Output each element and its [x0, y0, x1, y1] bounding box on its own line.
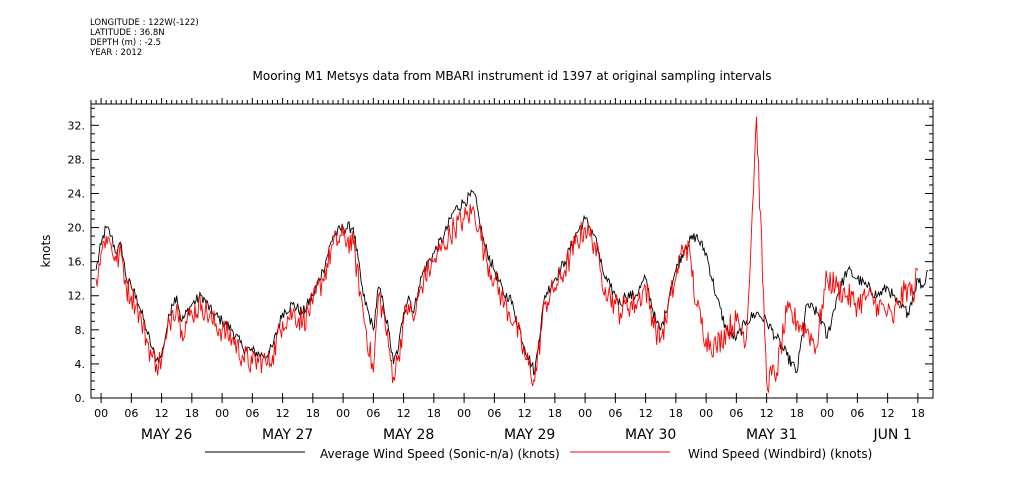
x-hour-label: 06	[487, 407, 501, 420]
series-line-1	[95, 189, 929, 376]
y-axis-label: knots	[39, 235, 53, 268]
x-hour-label: 00	[215, 407, 229, 420]
y-tick-label: 32.	[68, 119, 86, 132]
x-hour-label: 00	[336, 407, 350, 420]
x-hour-label: 00	[699, 407, 713, 420]
x-day-label: MAY 27	[262, 427, 313, 443]
axis-ticks	[90, 98, 934, 403]
legend-label-windbird: Wind Speed (Windbird) (knots)	[688, 447, 872, 461]
x-hour-label: 00	[94, 407, 108, 420]
series-layer	[95, 116, 929, 394]
y-tick-label: 24.	[68, 187, 86, 200]
x-day-label: JUN 1	[873, 427, 912, 443]
x-hour-label: 00	[457, 407, 471, 420]
x-hour-label: 18	[911, 407, 925, 420]
x-day-label: MAY 30	[625, 427, 676, 443]
x-day-label: MAY 29	[504, 427, 555, 443]
x-hour-label: 18	[548, 407, 562, 420]
y-tick-label: 4.	[75, 358, 86, 371]
chart-title: Mooring M1 Metsys data from MBARI instru…	[253, 69, 772, 83]
x-hour-label: 18	[790, 407, 804, 420]
longitude-label: LONGITUDE : 122W(-122)	[90, 18, 199, 28]
x-hour-label: 00	[820, 407, 834, 420]
depth-label: DEPTH (m) : -2.5	[90, 38, 162, 48]
series-line-2	[95, 116, 919, 394]
x-hour-label: 06	[124, 407, 138, 420]
x-hour-label: 06	[729, 407, 743, 420]
x-day-label: MAY 26	[141, 427, 192, 443]
legend: Average Wind Speed (Sonic-n/a) (knots) Wi…	[205, 447, 872, 461]
y-tick-label: 0.	[75, 392, 86, 405]
y-tick-label: 16.	[68, 256, 86, 269]
x-hour-label: 12	[276, 407, 290, 420]
x-hour-label: 12	[881, 407, 895, 420]
x-hour-label: 06	[366, 407, 380, 420]
x-hour-label: 06	[608, 407, 622, 420]
x-hour-label: 18	[306, 407, 320, 420]
year-label: YEAR : 2012	[90, 48, 143, 58]
legend-label-sonic: Average Wind Speed (Sonic-n/a) (knots)	[320, 447, 560, 461]
y-tick-label: 28.	[68, 153, 86, 166]
x-hour-label: 12	[518, 407, 532, 420]
plot-frame	[90, 103, 934, 399]
y-tick-label: 12.	[68, 290, 86, 303]
x-day-label: MAY 31	[746, 427, 797, 443]
x-hour-label: 00	[578, 407, 592, 420]
x-hour-label: 18	[185, 407, 199, 420]
x-hour-label: 12	[397, 407, 411, 420]
x-hour-label: 12	[155, 407, 169, 420]
y-tick-label: 8.	[75, 324, 86, 337]
x-hour-label: 06	[850, 407, 864, 420]
x-day-label: MAY 28	[383, 427, 434, 443]
y-tick-label: 20.	[68, 222, 86, 235]
x-hour-label: 12	[639, 407, 653, 420]
x-hour-label: 12	[760, 407, 774, 420]
x-hour-label: 06	[245, 407, 259, 420]
station-metadata: LONGITUDE : 122W(-122) LATITUDE : 36.8N …	[90, 18, 199, 58]
x-hour-label: 18	[669, 407, 683, 420]
tick-labels: 0. 4. 8. 12. 16. 20. 24. 28. 32. 00 06 12 18 00 06 12 18…	[68, 119, 925, 443]
x-hour-label: 18	[427, 407, 441, 420]
latitude-label: LATITUDE : 36.8N	[90, 28, 165, 38]
